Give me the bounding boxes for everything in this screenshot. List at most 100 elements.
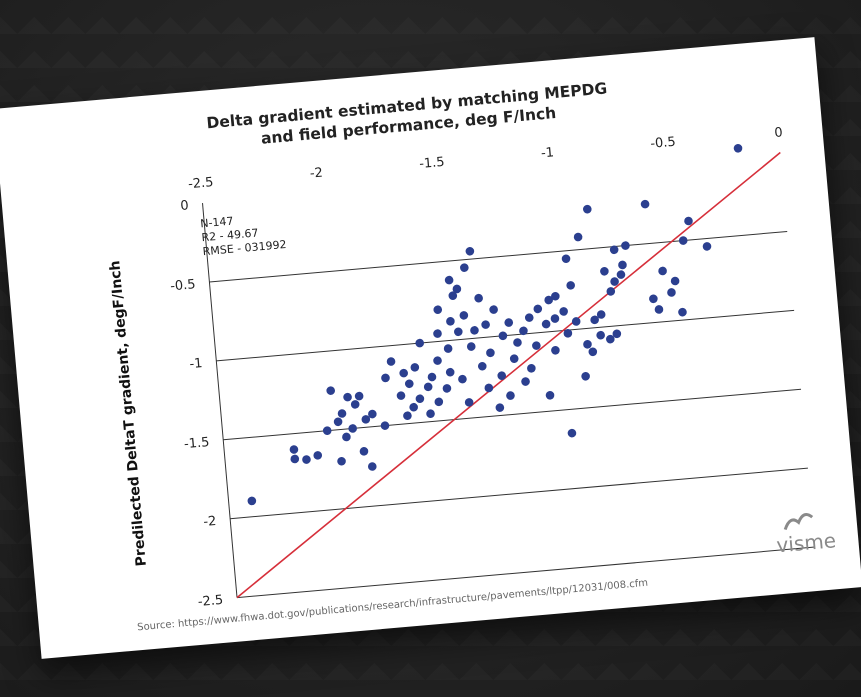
data-point: [427, 372, 437, 382]
data-point: [495, 403, 505, 412]
data-point: [596, 330, 605, 340]
data-point: [404, 379, 414, 389]
data-point: [326, 386, 336, 395]
data-point: [466, 342, 476, 351]
x-tick-label: -2.5: [188, 175, 215, 192]
data-point: [551, 346, 560, 355]
data-point: [484, 383, 494, 393]
brand-name: visme: [775, 528, 836, 557]
data-point: [443, 344, 453, 353]
data-point: [559, 307, 568, 316]
data-point: [702, 242, 712, 251]
reference-line: [236, 151, 781, 599]
data-point: [359, 447, 369, 456]
data-point: [322, 426, 332, 435]
gridline-y: [223, 388, 802, 441]
data-point: [667, 288, 676, 297]
data-point: [566, 281, 575, 290]
data-point: [442, 384, 452, 393]
data-point: [459, 311, 469, 320]
y-tick-label: -2.5: [197, 593, 224, 610]
data-point: [361, 415, 371, 424]
visme-logo-icon: [783, 512, 814, 531]
data-point: [581, 371, 590, 381]
stat-n: N-147: [200, 215, 234, 231]
y-tick-label: -2: [203, 514, 217, 530]
data-point: [396, 391, 406, 400]
scatter-chart: Delta gradient estimated by matching MEP…: [107, 79, 837, 633]
data-point: [545, 391, 555, 400]
data-point: [658, 266, 667, 276]
data-point: [544, 295, 553, 305]
data-point: [448, 291, 458, 300]
data-point: [567, 428, 577, 438]
data-point: [519, 326, 528, 336]
data-point: [532, 341, 541, 350]
data-point: [583, 340, 592, 349]
data-point: [337, 409, 347, 418]
data-point: [571, 317, 581, 326]
data-point: [433, 329, 442, 338]
data-point: [616, 270, 626, 279]
data-point: [446, 317, 455, 326]
data-point: [678, 236, 688, 245]
stat-r2: R2 - 49.67: [201, 226, 259, 244]
data-point: [368, 409, 377, 419]
data-point: [481, 320, 490, 329]
data-point: [415, 338, 425, 348]
data-point: [521, 377, 530, 386]
data-point: [464, 398, 474, 407]
x-tick-label: -0.5: [650, 135, 677, 152]
data-point: [426, 409, 435, 419]
data-point: [399, 368, 408, 378]
data-point: [433, 356, 442, 365]
data-point: [313, 451, 323, 460]
data-point: [470, 326, 479, 335]
y-tick-label: -1: [189, 356, 203, 372]
data-point: [410, 363, 420, 372]
data-point: [367, 462, 377, 471]
data-point: [609, 245, 619, 255]
data-point: [458, 374, 467, 384]
y-tick-label: -0.5: [170, 277, 197, 294]
data-point: [342, 432, 351, 442]
data-point: [498, 331, 508, 341]
x-tick-label: -1: [540, 145, 554, 161]
data-point: [654, 305, 664, 314]
data-point: [348, 424, 357, 433]
data-point: [433, 305, 443, 315]
gridline-y: [209, 230, 788, 283]
data-point: [640, 199, 650, 209]
x-tick-label: -1.5: [419, 155, 446, 172]
gridline-y: [236, 546, 815, 599]
x-tick-label: -2: [309, 166, 323, 182]
data-point: [354, 391, 364, 401]
data-point: [610, 277, 619, 286]
data-point: [590, 315, 599, 325]
data-point: [343, 392, 352, 402]
data-point: [486, 348, 495, 358]
gridline-y: [230, 467, 808, 520]
data-point: [573, 232, 583, 242]
data-point: [381, 373, 390, 383]
data-point: [444, 275, 454, 285]
y-axis-label: Predilected DeltaT gradient, degF/Inch: [107, 260, 150, 567]
data-point: [550, 314, 560, 323]
data-point: [513, 338, 522, 347]
data-point: [678, 307, 687, 317]
data-point: [596, 310, 606, 319]
data-point: [733, 144, 743, 153]
data-point: [445, 367, 455, 377]
data-point: [506, 391, 515, 400]
data-point: [477, 361, 487, 371]
data-point: [606, 287, 616, 296]
data-point: [415, 394, 425, 404]
y-axis-line: [202, 203, 238, 598]
data-point: [561, 254, 571, 264]
data-point: [434, 397, 444, 407]
data-point: [465, 246, 475, 256]
data-point: [302, 455, 311, 464]
data-point: [612, 329, 622, 339]
x-tick-label: 0: [774, 125, 784, 141]
data-point: [452, 284, 462, 294]
